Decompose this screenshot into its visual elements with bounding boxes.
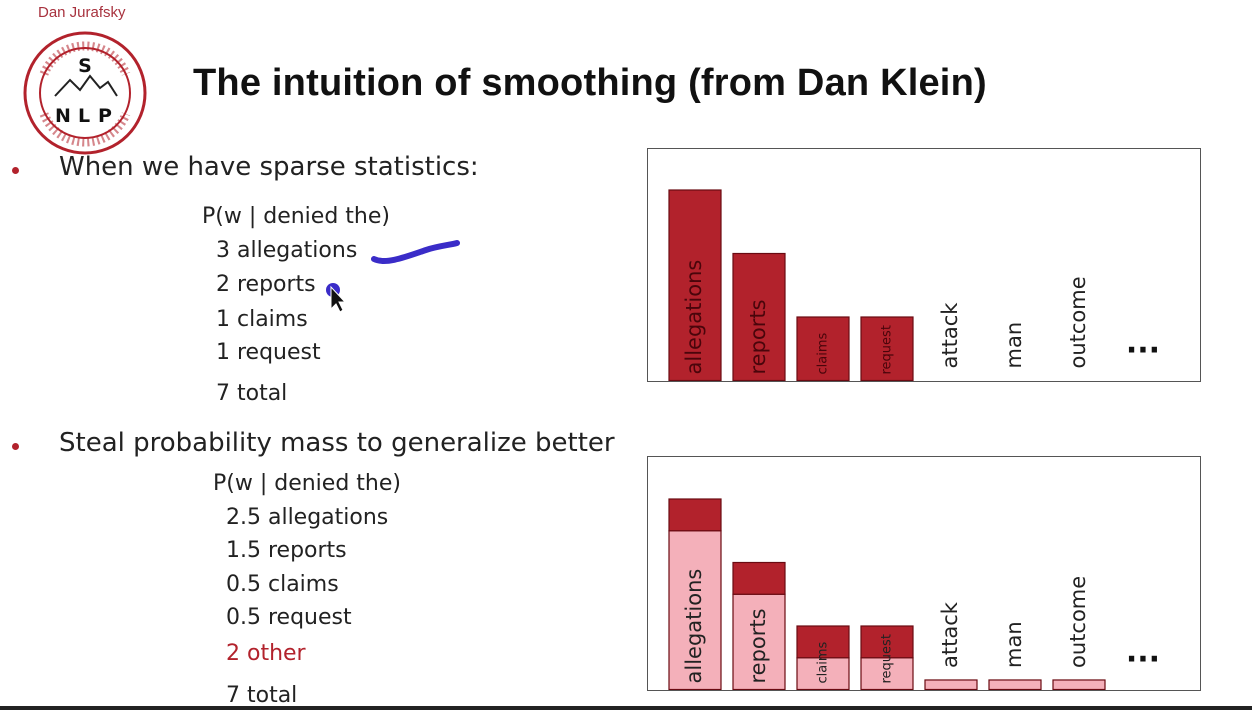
bar-allegations-s0 xyxy=(668,530,722,691)
bar-attack-s2 xyxy=(924,679,978,691)
bar-chart-smoothed: allegations reports claims request attack man… xyxy=(668,498,1160,691)
svg-text:N: N xyxy=(55,105,71,127)
chart-panel-smoothed: allegations reports claims request attack man… xyxy=(647,456,1201,691)
count-line-1-3: 1 request xyxy=(216,340,321,365)
bar-request-s0 xyxy=(860,316,914,382)
bullet-text-sparse: When we have sparse statistics: xyxy=(59,152,479,182)
bar-allegations-s0 xyxy=(668,189,722,382)
stanford-nlp-logo-icon: S N L P xyxy=(23,31,147,155)
total-line-1: 7 total xyxy=(216,381,288,406)
label-claims: claims xyxy=(816,332,831,374)
label-man: man xyxy=(1002,621,1026,668)
label-claims: claims xyxy=(816,641,831,683)
bottom-border xyxy=(0,706,1252,710)
count-line-2-0: 2.5 allegations xyxy=(226,505,389,530)
bar-request-s0 xyxy=(860,657,914,691)
pen-annotation-icon xyxy=(371,240,460,264)
bar-chart-sparse: allegations reports claims request attack man… xyxy=(668,189,1160,382)
bar-claims-s0 xyxy=(796,657,850,691)
bullet-text-steal: Steal probability mass to generalize bet… xyxy=(59,428,615,458)
mouse-cursor-icon xyxy=(326,283,347,313)
other-line: 2 other xyxy=(226,641,306,666)
ellipsis-2: ... xyxy=(1126,635,1160,670)
svg-text:P: P xyxy=(98,105,112,127)
bar-outcome-s2 xyxy=(1052,679,1106,691)
bar-reports-s1 xyxy=(732,561,786,595)
svg-text:S: S xyxy=(78,55,92,77)
svg-text:L: L xyxy=(78,105,90,127)
bar-man-s2 xyxy=(988,679,1042,691)
count-line-1-2: 1 claims xyxy=(216,307,308,332)
bullet-marker-1 xyxy=(12,167,19,174)
bar-reports-s0 xyxy=(732,252,786,382)
bar-reports-s0 xyxy=(732,593,786,691)
bar-allegations-s1 xyxy=(668,498,722,532)
count-line-1-1: 2 reports xyxy=(216,272,316,297)
author-name: Dan Jurafsky xyxy=(38,4,126,21)
label-reports: reports xyxy=(746,608,770,683)
label-outcome: outcome xyxy=(1066,276,1090,368)
label-attack: attack xyxy=(938,302,962,369)
chart-panel-sparse: allegations reports claims request attack man… xyxy=(647,148,1201,382)
formula-1: P(w | denied the) xyxy=(202,204,390,229)
bar-claims-s1 xyxy=(796,625,850,659)
label-allegations: allegations xyxy=(682,569,706,684)
count-line-2-1: 1.5 reports xyxy=(226,538,347,563)
label-request: request xyxy=(880,325,895,374)
count-line-2-3: 0.5 request xyxy=(226,605,352,630)
count-line-1-0: 3 allegations xyxy=(216,238,358,263)
total-line-2: 7 total xyxy=(226,683,298,708)
count-line-2-2: 0.5 claims xyxy=(226,572,339,597)
bullet-marker-2 xyxy=(12,443,19,450)
slide-title: The intuition of smoothing (from Dan Kle… xyxy=(193,62,987,104)
bar-request-s1 xyxy=(860,625,914,659)
label-allegations: allegations xyxy=(682,260,706,375)
formula-2: P(w | denied the) xyxy=(213,471,401,496)
label-attack: attack xyxy=(938,601,962,668)
label-man: man xyxy=(1002,322,1026,369)
label-reports: reports xyxy=(746,299,770,374)
ellipsis-1: ... xyxy=(1126,326,1160,361)
bar-claims-s0 xyxy=(796,316,850,382)
label-request: request xyxy=(880,634,895,683)
label-outcome: outcome xyxy=(1066,576,1090,668)
